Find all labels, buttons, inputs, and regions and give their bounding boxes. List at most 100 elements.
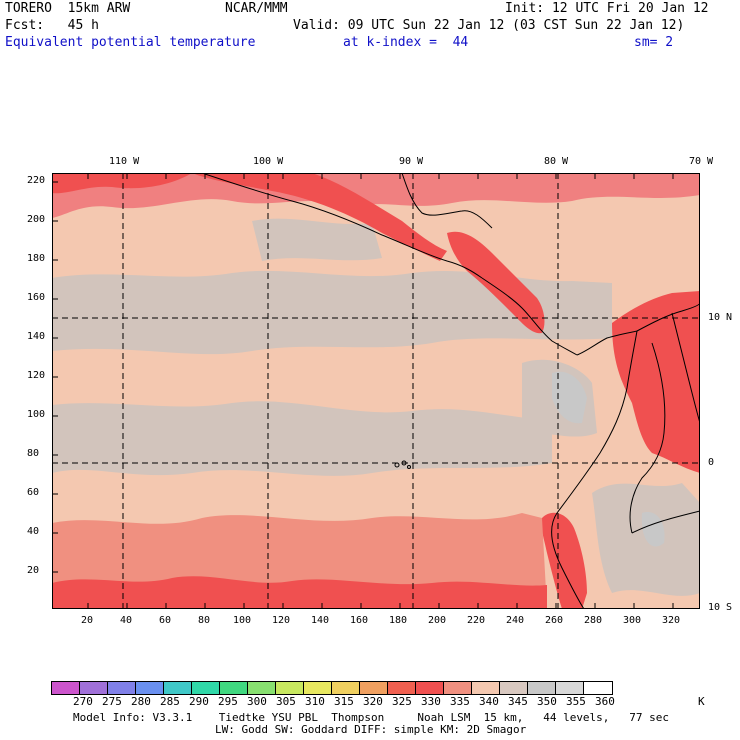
colorbar-swatch (360, 682, 388, 694)
valid-time: Valid: 09 UTC Sun 22 Jan 12 (03 CST Sun … (293, 18, 685, 33)
central-america-coast (481, 277, 578, 356)
andes-border (629, 342, 666, 534)
x-tick-label: 240 (506, 615, 525, 626)
forecast-hour: Fcst: 45 h (5, 18, 99, 33)
panama-coast (576, 330, 638, 356)
grey-band-upper (52, 270, 612, 355)
y-tick-label: 60 (27, 487, 40, 498)
y-tick-label: 140 (27, 331, 46, 342)
x-tick-label: 40 (120, 615, 133, 626)
y-tick-label: 120 (27, 370, 46, 381)
x-tick-label: 220 (467, 615, 486, 626)
colorbar-swatch (388, 682, 416, 694)
colorbar-unit: K (698, 695, 705, 708)
colorbar-tick-label: 300 (247, 695, 267, 708)
colorbar-tick-label: 320 (363, 695, 383, 708)
x-tick-label: 60 (159, 615, 172, 626)
x-tick-label: 300 (623, 615, 642, 626)
lat-label-equator: 0 (708, 457, 715, 468)
smoothing-label: sm= 2 (634, 35, 674, 50)
x-tick-label: 200 (428, 615, 447, 626)
y-tick-label: 180 (27, 253, 46, 264)
x-tick-label: 280 (584, 615, 603, 626)
x-tick-label: 320 (662, 615, 681, 626)
colorbar-tick-label: 315 (334, 695, 354, 708)
warm-north-band (52, 173, 700, 218)
colorbar-tick-label: 310 (305, 695, 325, 708)
peru-brazil-border (631, 510, 700, 534)
central-america-hot (447, 231, 545, 334)
grey-band-lower (52, 401, 552, 476)
x-tick-label: 260 (545, 615, 564, 626)
y-tick-label: 40 (27, 526, 40, 537)
colorbar (51, 681, 613, 695)
colorbar-tick-label: 305 (276, 695, 296, 708)
colorbar-swatch (444, 682, 472, 694)
colorbar-swatch (332, 682, 360, 694)
y-tick-label: 160 (27, 292, 46, 303)
south-america-coast (551, 330, 638, 609)
grey-patch-mid (252, 218, 382, 261)
x-tick-label: 100 (233, 615, 252, 626)
mexico-coast (201, 173, 483, 279)
colorbar-swatch (164, 682, 192, 694)
colorbar-swatch (556, 682, 584, 694)
hot-north-patch (52, 173, 192, 194)
y-tick-label: 100 (27, 409, 46, 420)
colorbar-swatch (416, 682, 444, 694)
level-label: at k-index = 44 (343, 35, 469, 50)
map-tick-marks (52, 173, 674, 609)
colorbar-tick-label: 280 (131, 695, 151, 708)
colorbar-swatch (80, 682, 108, 694)
lat-label-10n: 10 N (708, 312, 733, 323)
map-panel (52, 173, 700, 609)
colorbar-tick-label: 360 (595, 695, 615, 708)
colorbar-swatch (304, 682, 332, 694)
colorbar-tick-label: 330 (421, 695, 441, 708)
caribbean-coast (636, 302, 700, 332)
colorbar-swatch (52, 682, 80, 694)
coastlines (201, 173, 700, 609)
peru-coast-hot (541, 512, 587, 609)
center-label: NCAR/MMM (225, 1, 288, 16)
y-tick-label: 220 (27, 175, 46, 186)
colorbar-swatch (472, 682, 500, 694)
lon-label-100w: 100 W (253, 156, 284, 167)
colorbar-tick-label: 350 (537, 695, 557, 708)
model-info-line1: Model Info: V3.3.1 Tiedtke YSU PBL Thomp… (73, 711, 670, 724)
colorbar-tick-label: 285 (160, 695, 180, 708)
colorbar-tick-label: 295 (218, 695, 238, 708)
y-tick-label: 200 (27, 214, 46, 225)
colorbar-tick-label: 355 (566, 695, 586, 708)
light-grey-patch-1 (552, 371, 587, 424)
colorbar-swatch (220, 682, 248, 694)
gulf-coast-north (401, 173, 493, 229)
lat-label-10s: 10 S (708, 602, 733, 613)
colorbar-tick-label: 325 (392, 695, 412, 708)
init-time: Init: 12 UTC Fri 20 Jan 12 (505, 1, 709, 16)
colorbar-tick-label: 335 (450, 695, 470, 708)
hot-mexico-coast (192, 173, 447, 261)
colorbar-tick-label: 340 (479, 695, 499, 708)
lon-label-80w: 80 W (544, 156, 569, 167)
light-grey-patch-2 (641, 512, 665, 547)
latlon-grid (52, 173, 700, 609)
colorbar-swatch (192, 682, 220, 694)
colorbar-tick-label: 290 (189, 695, 209, 708)
lon-label-110w: 110 W (109, 156, 140, 167)
colorbar-swatch (248, 682, 276, 694)
colorbar-tick-label: 270 (73, 695, 93, 708)
colorbar-swatch (136, 682, 164, 694)
x-tick-label: 180 (389, 615, 408, 626)
colorbar-swatch (108, 682, 136, 694)
field-name: Equivalent potential temperature (5, 35, 256, 50)
y-tick-label: 20 (27, 565, 40, 576)
colorbar-tick-label: 345 (508, 695, 528, 708)
colorbar-tick-label: 275 (102, 695, 122, 708)
colorbar-swatch (528, 682, 556, 694)
x-tick-label: 140 (311, 615, 330, 626)
lon-label-70w: 70 W (689, 156, 714, 167)
south-pacific-hot (52, 576, 547, 609)
colombia-venezuela-border (671, 312, 700, 424)
colorbar-swatch (500, 682, 528, 694)
